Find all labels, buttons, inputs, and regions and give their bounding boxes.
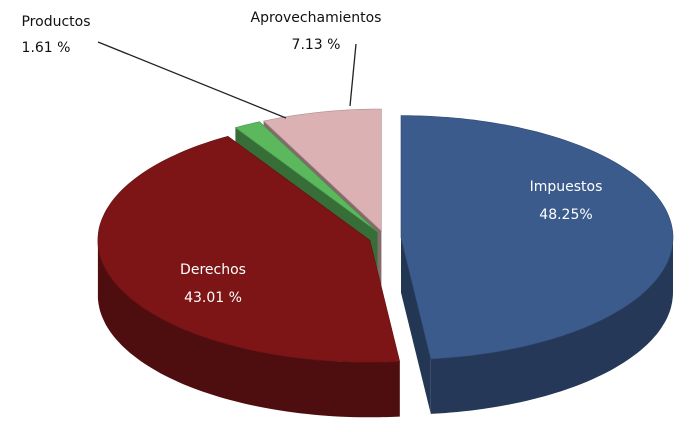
slice-label: Impuestos (530, 179, 603, 195)
leader-line (97, 41, 287, 119)
slice-label: Productos (21, 14, 90, 30)
slice-side (97, 240, 400, 418)
slice (234, 121, 378, 232)
value-label: 43.01 % (184, 290, 242, 306)
slice-label: Aprovechamientos (251, 10, 382, 26)
slice-label: Derechos (180, 262, 246, 278)
value-label: 1.61 % (22, 40, 71, 56)
slice (262, 108, 382, 232)
pie (97, 108, 674, 418)
slice (97, 135, 401, 363)
slice-side (401, 237, 431, 414)
value-label: 48.25% (539, 207, 592, 223)
value-label: 7.13 % (292, 37, 341, 53)
slice-side (430, 237, 673, 414)
slice (400, 115, 674, 360)
leader-line (349, 43, 357, 107)
labels: Impuestos 48.25% Derechos 43.01 % Productos 1… (21, 10, 602, 306)
